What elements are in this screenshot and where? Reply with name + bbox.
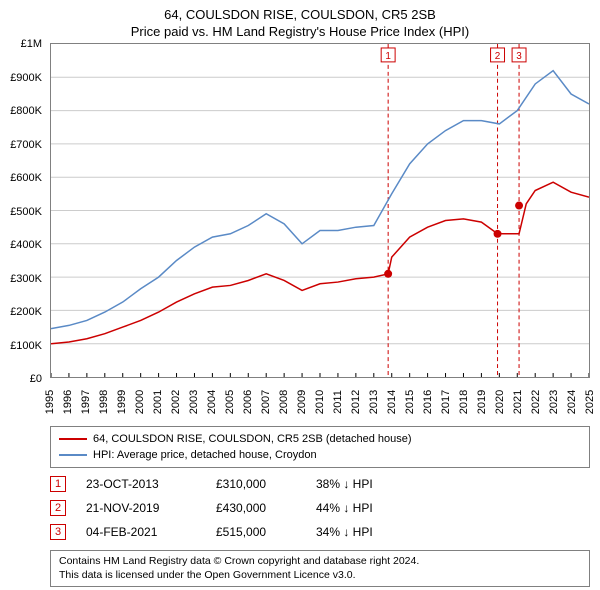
legend-box: 64, COULSDON RISE, COULSDON, CR5 2SB (de… xyxy=(50,426,590,468)
x-tick-label: 2002 xyxy=(170,390,182,414)
x-tick-label: 2001 xyxy=(152,390,164,414)
legend-label: HPI: Average price, detached house, Croy… xyxy=(93,449,317,461)
x-tick-label: 2011 xyxy=(332,390,344,414)
svg-text:2: 2 xyxy=(495,51,501,62)
sale-marker-number: 2 xyxy=(50,500,66,516)
x-tick-label: 1996 xyxy=(62,390,74,414)
x-tick-label: 2014 xyxy=(386,390,398,414)
sale-row: 2 21-NOV-2019 £430,000 44% ↓ HPI xyxy=(50,496,590,520)
x-tick-label: 1999 xyxy=(116,390,128,414)
x-tick-label: 2003 xyxy=(188,390,200,414)
y-tick-label: £1M xyxy=(0,38,42,50)
y-tick-label: £100K xyxy=(0,340,42,352)
x-tick-label: 2005 xyxy=(224,390,236,414)
x-tick-label: 2009 xyxy=(296,390,308,414)
x-tick-label: 2017 xyxy=(440,390,452,414)
x-tick-label: 2019 xyxy=(476,390,488,414)
chart-svg: 1 2 3 xyxy=(51,44,589,377)
sale-marker-number: 1 xyxy=(50,476,66,492)
sale-marker-number: 3 xyxy=(50,524,66,540)
chart-plot-area: 1 2 3 xyxy=(50,43,590,378)
x-tick-label: 2012 xyxy=(350,390,362,414)
y-tick-label: £500K xyxy=(0,206,42,218)
x-tick-label: 2025 xyxy=(584,390,596,414)
sale-price: £515,000 xyxy=(216,525,296,539)
legend-item: HPI: Average price, detached house, Croy… xyxy=(59,447,581,463)
x-tick-label: 1995 xyxy=(44,390,56,414)
sale-date: 04-FEB-2021 xyxy=(86,525,196,539)
x-tick-label: 2024 xyxy=(566,390,578,414)
sale-price: £310,000 xyxy=(216,477,296,491)
y-tick-label: £400K xyxy=(0,239,42,251)
sale-date: 23-OCT-2013 xyxy=(86,477,196,491)
x-tick-label: 2022 xyxy=(530,390,542,414)
legend-color-swatch xyxy=(59,438,87,440)
x-tick-label: 2023 xyxy=(548,390,560,414)
sales-table: 1 23-OCT-2013 £310,000 38% ↓ HPI 2 21-NOV-201… xyxy=(50,472,590,544)
x-tick-label: 2020 xyxy=(494,390,506,414)
sale-row: 1 23-OCT-2013 £310,000 38% ↓ HPI xyxy=(50,472,590,496)
y-tick-label: £600K xyxy=(0,172,42,184)
footer-attribution: Contains HM Land Registry data © Crown c… xyxy=(50,550,590,587)
sale-diff: 34% ↓ HPI xyxy=(316,525,416,539)
svg-text:3: 3 xyxy=(516,51,522,62)
sale-diff: 44% ↓ HPI xyxy=(316,501,416,515)
y-tick-label: £0 xyxy=(0,373,42,385)
y-tick-label: £200K xyxy=(0,306,42,318)
legend-color-swatch xyxy=(59,454,87,456)
chart-title-line2: Price paid vs. HM Land Registry's House … xyxy=(0,24,600,39)
y-tick-label: £900K xyxy=(0,72,42,84)
x-tick-label: 2000 xyxy=(134,390,146,414)
sale-row: 3 04-FEB-2021 £515,000 34% ↓ HPI xyxy=(50,520,590,544)
footer-line1: Contains HM Land Registry data © Crown c… xyxy=(59,555,581,569)
legend-label: 64, COULSDON RISE, COULSDON, CR5 2SB (de… xyxy=(93,433,412,445)
x-tick-label: 2007 xyxy=(260,390,272,414)
x-tick-label: 2021 xyxy=(512,390,524,414)
x-tick-label: 2008 xyxy=(278,390,290,414)
footer-line2: This data is licensed under the Open Gov… xyxy=(59,569,581,583)
x-tick-label: 1997 xyxy=(80,390,92,414)
x-tick-label: 2004 xyxy=(206,390,218,414)
sale-diff: 38% ↓ HPI xyxy=(316,477,416,491)
sale-date: 21-NOV-2019 xyxy=(86,501,196,515)
x-tick-label: 2018 xyxy=(458,390,470,414)
x-axis-labels: 1995199619971998199920002001200220032004… xyxy=(50,378,590,420)
svg-text:1: 1 xyxy=(385,51,391,62)
chart-container: 64, COULSDON RISE, COULSDON, CR5 2SB Pri… xyxy=(0,0,600,590)
chart-title-line1: 64, COULSDON RISE, COULSDON, CR5 2SB xyxy=(0,0,600,24)
sale-price: £430,000 xyxy=(216,501,296,515)
x-tick-label: 2010 xyxy=(314,390,326,414)
legend-item: 64, COULSDON RISE, COULSDON, CR5 2SB (de… xyxy=(59,431,581,447)
y-tick-label: £300K xyxy=(0,273,42,285)
x-tick-label: 2015 xyxy=(404,390,416,414)
x-tick-label: 1998 xyxy=(98,390,110,414)
x-tick-label: 2013 xyxy=(368,390,380,414)
y-tick-label: £700K xyxy=(0,139,42,151)
y-tick-label: £800K xyxy=(0,105,42,117)
x-tick-label: 2016 xyxy=(422,390,434,414)
y-axis-labels: £0£100K£200K£300K£400K£500K£600K£700K£80… xyxy=(0,44,46,379)
x-tick-label: 2006 xyxy=(242,390,254,414)
